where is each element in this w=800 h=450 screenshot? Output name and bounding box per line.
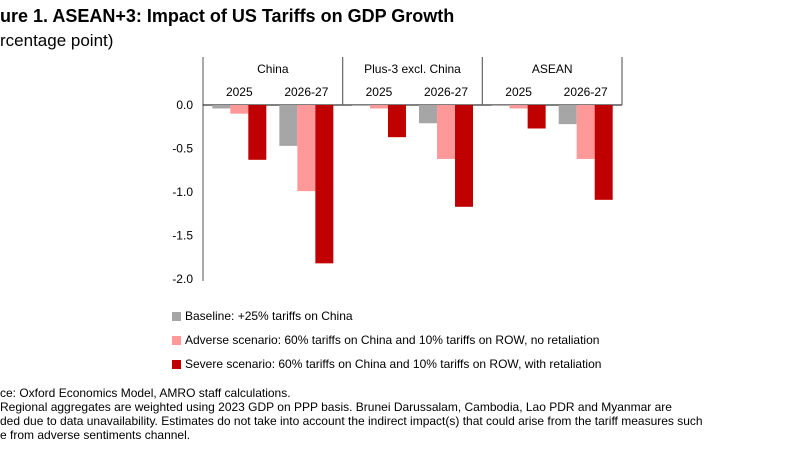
- legend-item-adverse: Adverse scenario: 60% tariffs on China a…: [172, 333, 599, 347]
- note-line: ded due to data unavailability. Estimate…: [0, 414, 703, 428]
- note-line: Regional aggregates are weighted using 2…: [0, 400, 672, 414]
- chart-title: ure 1. ASEAN+3: Impact of US Tariffs on …: [0, 6, 455, 26]
- legend-swatch-adverse: [172, 335, 181, 345]
- bar-baseline: [558, 105, 577, 125]
- y-tick-label: 0.0: [176, 98, 193, 112]
- bar-severe: [315, 105, 334, 264]
- bar-baseline: [212, 105, 231, 109]
- group-label: ASEAN: [532, 62, 573, 76]
- legend-label: Severe scenario: 60% tariffs on China an…: [185, 357, 602, 371]
- y-tick-label: -0.5: [172, 142, 193, 156]
- bar-baseline: [419, 105, 438, 124]
- bar-baseline: [491, 105, 510, 106]
- period-label: 2026-27: [564, 85, 608, 99]
- legend-swatch-severe: [172, 359, 181, 369]
- legend-label: Baseline: +25% tariffs on China: [185, 309, 353, 323]
- bar-adverse: [230, 105, 249, 114]
- period-label: 2025: [505, 85, 532, 99]
- y-tick-label: -1.5: [172, 229, 193, 243]
- note-line: e from adverse sentiments channel.: [0, 428, 191, 442]
- bar-severe: [455, 105, 474, 207]
- bar-severe: [387, 105, 406, 138]
- bar-baseline: [279, 105, 298, 146]
- legend-item-baseline: Baseline: +25% tariffs on China: [172, 309, 353, 323]
- bar-chart: China 2025 2026-27 Plus-3 excl. China 2025 20…: [172, 57, 623, 286]
- bar-baseline: [351, 105, 370, 106]
- y-tick-label: -1.0: [172, 185, 193, 199]
- bar-adverse: [369, 105, 388, 109]
- legend-label: Adverse scenario: 60% tariffs on China a…: [185, 333, 600, 347]
- group-label: Plus-3 excl. China: [364, 62, 461, 76]
- bar-adverse: [509, 105, 528, 109]
- bar-adverse: [297, 105, 316, 192]
- period-label: 2026-27: [424, 85, 468, 99]
- period-label: 2025: [366, 85, 393, 99]
- period-label: 2026-27: [284, 85, 328, 99]
- bar-severe: [594, 105, 613, 200]
- y-tick-label: -2.0: [172, 272, 193, 286]
- bar-severe: [527, 105, 546, 129]
- bar-adverse: [437, 105, 456, 159]
- legend-item-severe: Severe scenario: 60% tariffs on China an…: [172, 357, 601, 371]
- source-note: ce: Oxford Economics Model, AMRO staff c…: [0, 386, 291, 400]
- legend-swatch-baseline: [172, 311, 181, 321]
- period-label: 2025: [226, 85, 253, 99]
- bar-severe: [248, 105, 267, 160]
- group-label: China: [257, 62, 289, 76]
- bar-adverse: [576, 105, 595, 159]
- chart-subtitle: rcentage point): [0, 31, 114, 50]
